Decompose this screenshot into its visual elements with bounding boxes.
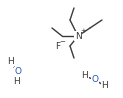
- Text: H: H: [7, 58, 13, 67]
- Text: +: +: [80, 28, 86, 34]
- Text: H: H: [102, 82, 108, 90]
- Text: N: N: [75, 31, 81, 40]
- Text: H: H: [82, 72, 88, 80]
- Text: F: F: [55, 41, 61, 50]
- Text: −: −: [59, 39, 65, 45]
- Text: O: O: [15, 68, 22, 77]
- Text: O: O: [92, 75, 99, 84]
- Text: H: H: [13, 78, 19, 87]
